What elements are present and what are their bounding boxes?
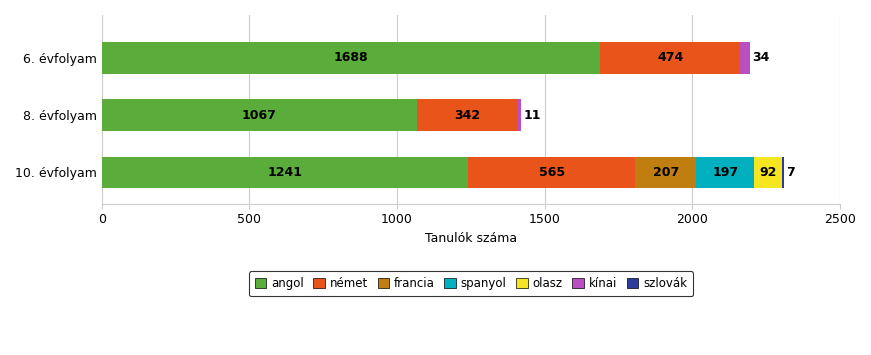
Text: 1067: 1067	[242, 109, 277, 122]
Legend: angol, német, francia, spanyol, olasz, kínai, szlovák: angol, német, francia, spanyol, olasz, k…	[249, 271, 693, 296]
Bar	[635, 157, 696, 188]
Text: 34: 34	[753, 51, 770, 64]
Bar	[781, 157, 784, 188]
Text: 565: 565	[538, 166, 564, 179]
Bar	[740, 42, 750, 73]
Text: 7: 7	[786, 166, 794, 179]
Text: 342: 342	[455, 109, 481, 122]
Bar	[469, 157, 635, 188]
Text: 197: 197	[712, 166, 739, 179]
Bar	[518, 99, 521, 131]
Bar	[600, 42, 740, 73]
Text: 207: 207	[652, 166, 679, 179]
Bar	[417, 99, 518, 131]
Text: 1241: 1241	[267, 166, 302, 179]
Bar	[102, 99, 417, 131]
Bar	[754, 157, 781, 188]
Text: 11: 11	[523, 109, 541, 122]
Text: 1688: 1688	[334, 51, 368, 64]
Bar	[102, 157, 469, 188]
Bar	[696, 157, 754, 188]
Text: 474: 474	[657, 51, 684, 64]
X-axis label: Tanulók száma: Tanulók száma	[425, 232, 517, 245]
Bar	[102, 42, 600, 73]
Text: 92: 92	[760, 166, 777, 179]
